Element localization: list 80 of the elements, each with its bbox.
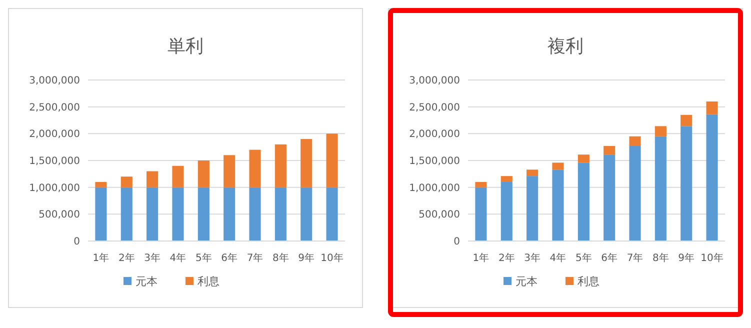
bar <box>578 162 590 241</box>
x-tick-label: 3年 <box>144 252 160 264</box>
bar <box>198 187 210 241</box>
bar <box>120 187 132 241</box>
bar <box>500 176 512 182</box>
bar <box>326 187 338 241</box>
x-tick-label: 6年 <box>601 252 618 264</box>
bar <box>224 155 236 188</box>
x-tick-label: 7年 <box>246 252 264 264</box>
bar <box>629 146 641 241</box>
bar <box>95 182 107 188</box>
bar <box>172 187 184 241</box>
x-tick-label: 9年 <box>678 252 695 264</box>
y-tick-label: 2,000,000 <box>29 129 80 140</box>
y-tick-label: 1,000,000 <box>29 182 80 194</box>
legend-label: 利息 <box>578 275 600 288</box>
x-tick-label: 2年 <box>118 252 135 264</box>
bar <box>680 126 692 241</box>
bar <box>198 160 210 188</box>
x-tick-label: 5年 <box>195 252 212 264</box>
y-tick-label: 500,000 <box>38 210 80 221</box>
y-tick-label: 1,000,000 <box>409 182 460 194</box>
bar <box>172 166 184 188</box>
bar <box>604 154 616 241</box>
x-tick-label: 10年 <box>700 252 724 264</box>
x-tick-label: 4年 <box>170 252 186 264</box>
x-tick-label: 3年 <box>524 252 540 264</box>
legend-label: 元本 <box>516 275 538 288</box>
y-tick-label: 3,000,000 <box>29 76 80 86</box>
bar <box>654 136 666 241</box>
y-tick-label: 2,500,000 <box>409 102 460 114</box>
y-tick-label: 3,000,000 <box>409 76 460 86</box>
bar <box>604 146 616 155</box>
bar <box>526 176 538 241</box>
x-tick-label: 8年 <box>272 252 289 264</box>
x-tick-label: 7年 <box>626 252 644 264</box>
bar <box>680 114 692 126</box>
bar <box>578 154 590 163</box>
chart-title: 複利 <box>548 36 584 57</box>
bar <box>146 171 158 188</box>
y-tick-label: 1,500,000 <box>409 156 460 167</box>
chart-title: 単利 <box>168 36 204 57</box>
bar <box>120 176 132 188</box>
bar <box>146 187 158 241</box>
bar <box>500 182 512 241</box>
x-tick-label: 8年 <box>652 252 669 264</box>
bar <box>552 162 564 170</box>
x-tick-label: 4年 <box>550 252 566 264</box>
bar <box>475 187 487 241</box>
bar <box>95 187 107 241</box>
bar <box>706 101 718 114</box>
bar <box>300 187 312 241</box>
x-tick-label: 9年 <box>298 252 315 264</box>
bar <box>224 187 236 241</box>
y-tick-label: 2,500,000 <box>29 102 80 114</box>
x-tick-label: 6年 <box>221 252 238 264</box>
bar <box>274 187 286 241</box>
y-tick-label: 2,000,000 <box>409 129 460 140</box>
x-tick-label: 10年 <box>320 252 344 264</box>
bar <box>629 136 641 146</box>
y-tick-label: 1,500,000 <box>29 156 80 167</box>
y-tick-label: 0 <box>74 236 80 248</box>
bar <box>274 144 286 188</box>
legend-label: 元本 <box>136 275 158 288</box>
y-tick-label: 500,000 <box>418 210 460 221</box>
x-tick-label: 5年 <box>575 252 592 264</box>
bar <box>552 170 564 241</box>
bar <box>326 134 338 188</box>
y-tick-label: 0 <box>454 236 460 248</box>
bar <box>706 114 718 241</box>
x-tick-label: 1年 <box>92 252 110 264</box>
bar <box>526 170 538 176</box>
x-tick-label: 1年 <box>472 252 490 264</box>
legend-label: 利息 <box>198 275 220 288</box>
bar <box>300 139 312 188</box>
bar <box>249 187 261 241</box>
bar <box>249 150 261 188</box>
x-tick-label: 2年 <box>498 252 515 264</box>
bar <box>654 126 666 136</box>
bar <box>475 182 487 188</box>
